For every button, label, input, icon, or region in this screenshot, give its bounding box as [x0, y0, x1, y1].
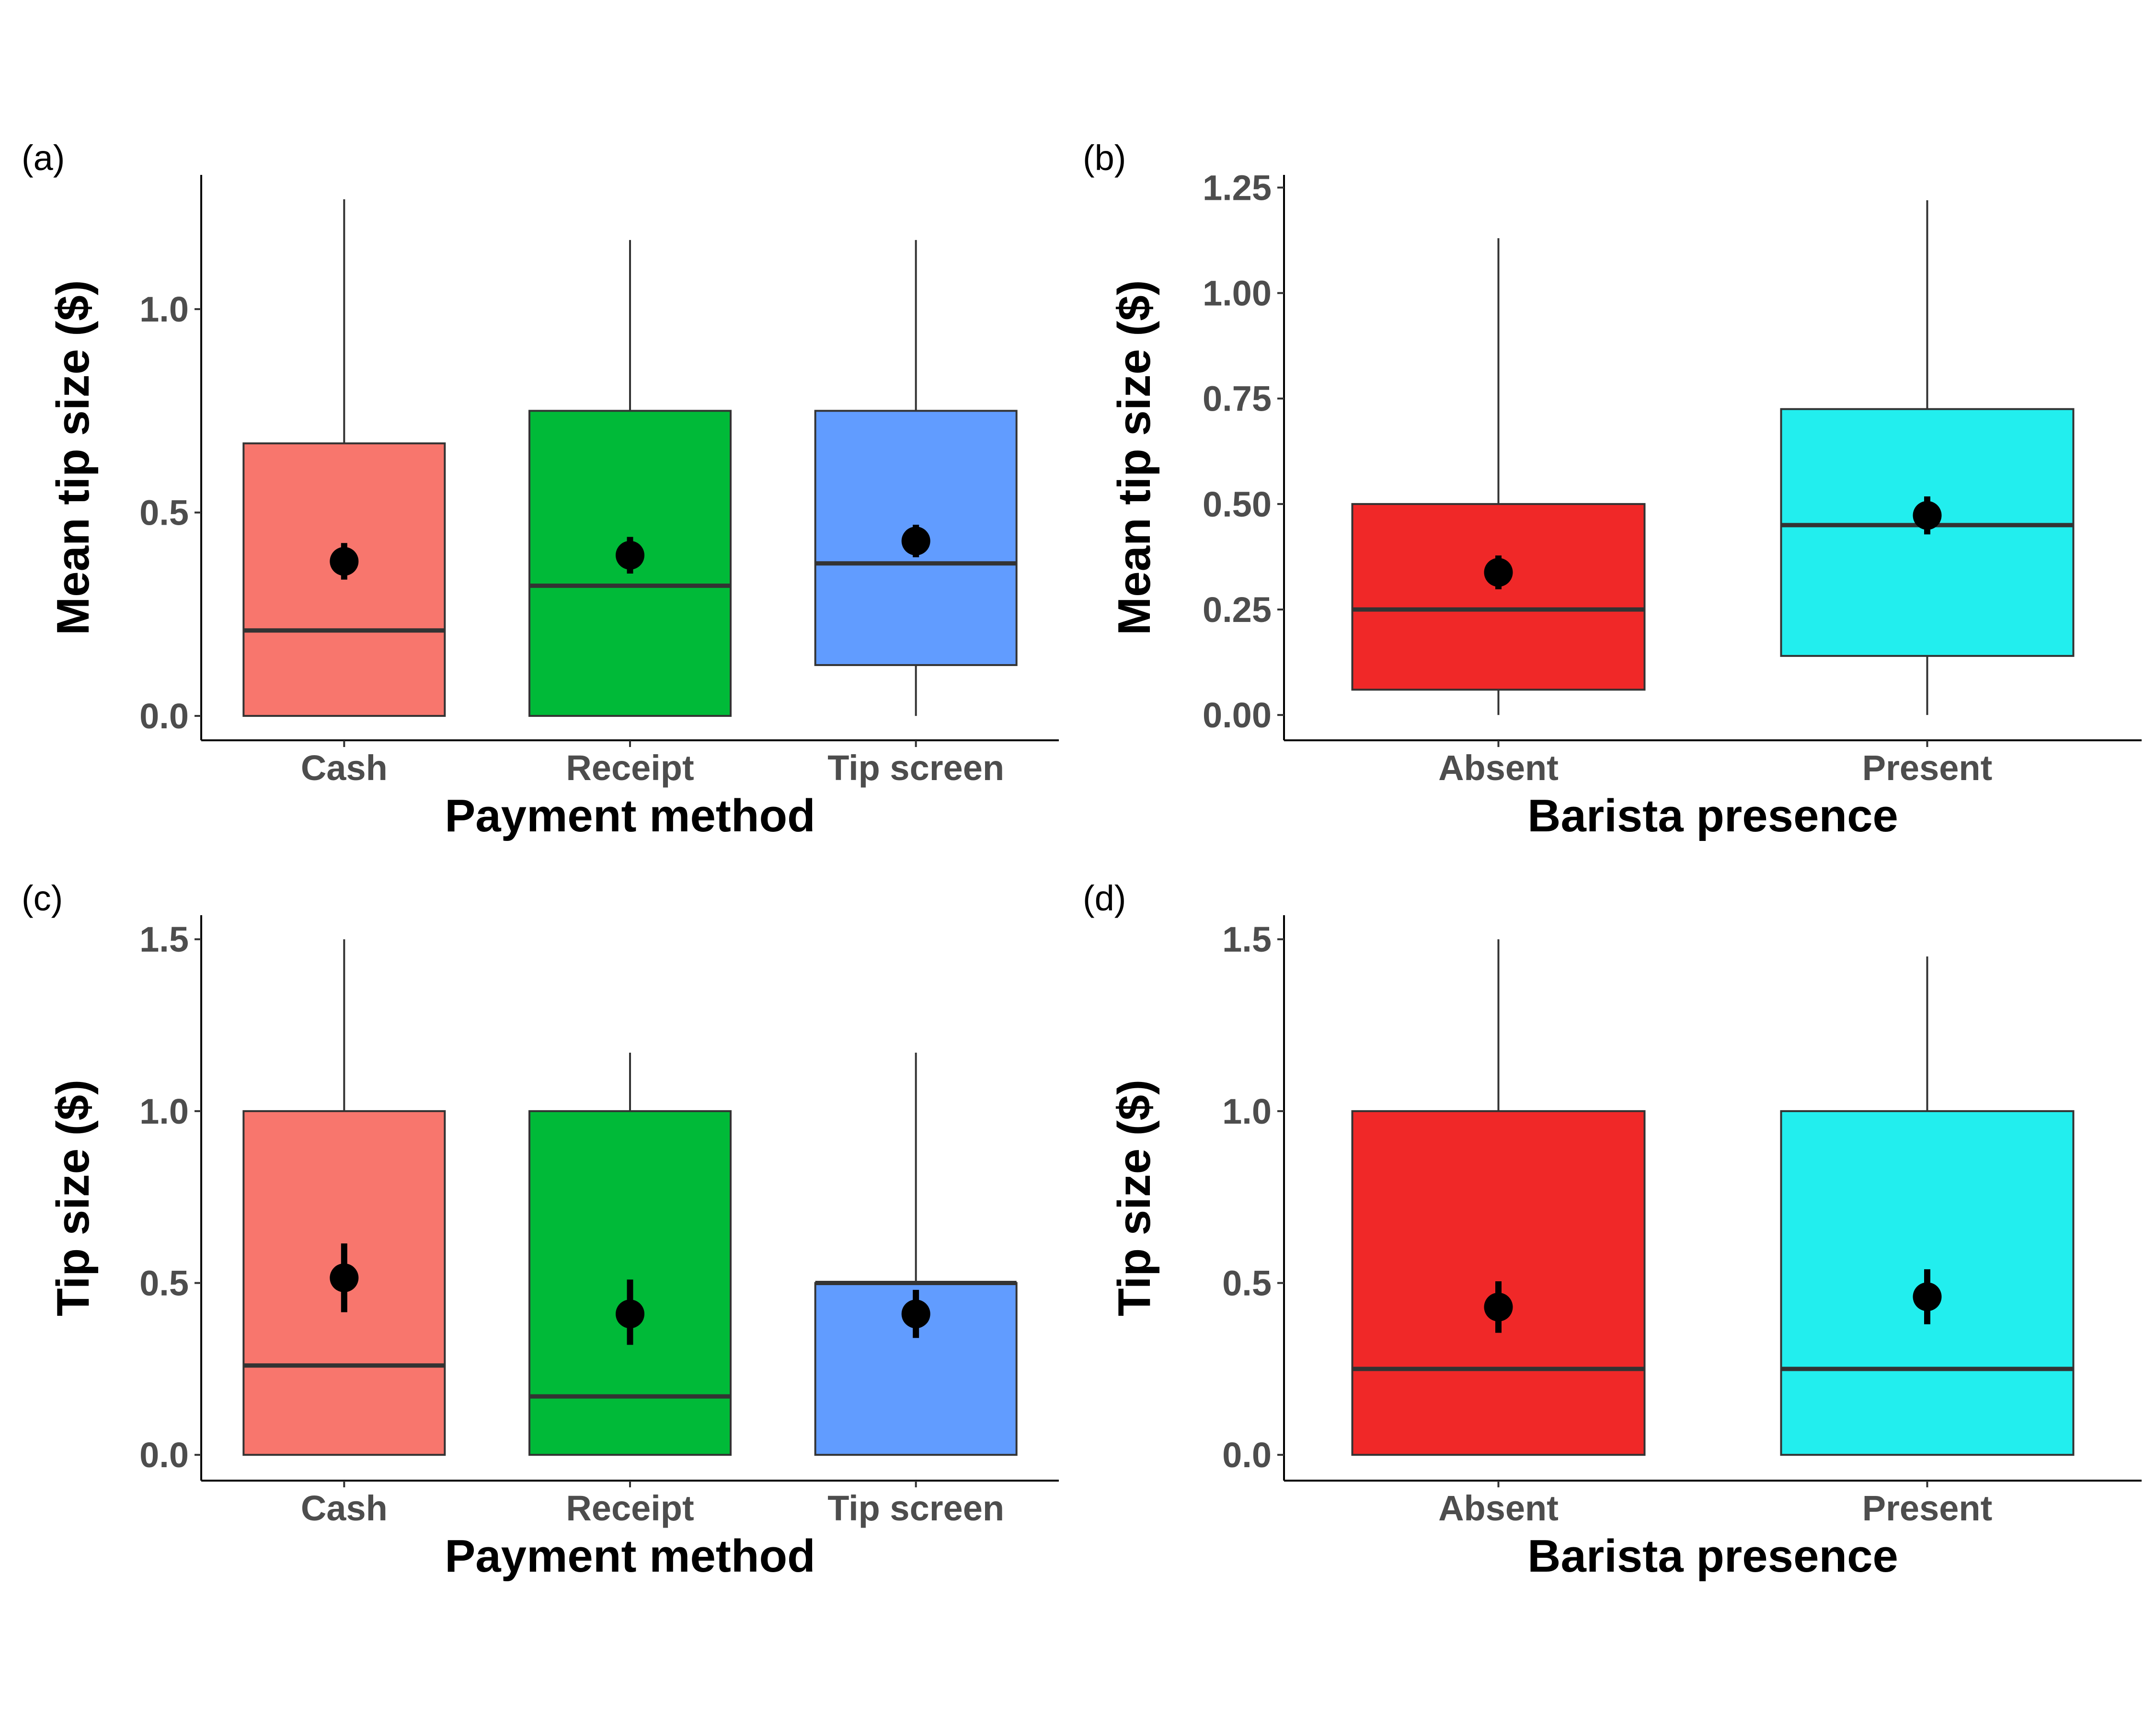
y-tick-label: 1.00	[1203, 274, 1272, 313]
y-tick-label: 0.0	[1222, 1435, 1272, 1475]
y-axis-title: Tip size ($)	[47, 1080, 99, 1316]
box-absent	[1351, 939, 1646, 1456]
x-axis-title: Barista presence	[1527, 790, 1898, 841]
x-tick-label: Absent	[1438, 748, 1559, 788]
y-tick-label: 1.0	[139, 1092, 189, 1131]
x-tick-label: Cash	[301, 1488, 388, 1528]
y-tick-label: 1.0	[139, 289, 189, 329]
y-tick-label: 0.0	[139, 1435, 189, 1475]
box-body	[1351, 503, 1646, 691]
x-tick-label: Tip screen	[827, 748, 1004, 788]
mean-point	[1913, 501, 1942, 530]
mean-point	[330, 547, 359, 576]
mean-point	[1484, 558, 1513, 587]
y-tick-label: 0.75	[1203, 379, 1272, 419]
x-tick-label: Receipt	[566, 1488, 694, 1528]
box-receipt	[528, 1052, 732, 1456]
panel-label: (d)	[1083, 878, 1126, 918]
box-tip-screen	[814, 240, 1018, 716]
y-tick-label: 0.5	[139, 1264, 189, 1303]
box-present	[1780, 200, 2075, 715]
y-tick-label: 0.5	[139, 493, 189, 533]
box-tip-screen	[814, 1052, 1018, 1456]
y-tick-label: 0.00	[1203, 695, 1272, 735]
mean-point	[616, 540, 644, 570]
mean-point	[901, 527, 930, 556]
box-cash	[242, 199, 446, 717]
box-absent	[1351, 238, 1646, 715]
x-tick-label: Present	[1862, 748, 1992, 788]
panel-b: (b) 0.00 0.25 0.50 0.75 1.00 1.25 Absent Present…	[1083, 138, 2142, 841]
panel-label: (c)	[22, 878, 63, 918]
x-axis-title: Payment method	[445, 790, 815, 841]
y-axis-title: Mean tip size ($)	[1109, 280, 1160, 635]
mean-point	[616, 1300, 644, 1329]
box-cash	[242, 939, 446, 1456]
y-axis-title: Mean tip size ($)	[47, 280, 99, 635]
box-receipt	[528, 240, 732, 717]
y-tick-label: 1.25	[1203, 168, 1272, 207]
x-tick-label: Present	[1862, 1488, 1992, 1528]
panels: (a) 0.0 0.5 1.0 Cash Receipt Tip screen Payment…	[22, 138, 2142, 1582]
y-tick-label: 1.5	[1222, 920, 1272, 959]
mean-point	[330, 1263, 359, 1292]
x-axis-title: Payment method	[445, 1530, 815, 1582]
panel-label: (a)	[22, 138, 65, 178]
mean-point	[1913, 1282, 1942, 1311]
y-tick-label: 0.0	[139, 696, 189, 736]
x-tick-label: Cash	[301, 748, 388, 788]
x-tick-label: Receipt	[566, 748, 694, 788]
box-present	[1780, 956, 2075, 1456]
panel-a: (a) 0.0 0.5 1.0 Cash Receipt Tip screen Payment…	[22, 138, 1059, 841]
panel-c: (c) 0.0 0.5 1.0 1.5 Cash Receipt Tip screen Paym…	[22, 878, 1059, 1582]
y-tick-label: 0.5	[1222, 1264, 1272, 1303]
y-tick-label: 0.50	[1203, 484, 1272, 524]
x-tick-label: Tip screen	[827, 1488, 1004, 1528]
y-axis-title: Tip size ($)	[1109, 1080, 1160, 1316]
x-tick-label: Absent	[1438, 1488, 1559, 1528]
panel-label: (b)	[1083, 138, 1126, 178]
y-tick-label: 1.0	[1222, 1092, 1272, 1131]
mean-point	[1484, 1292, 1513, 1322]
x-axis-title: Barista presence	[1527, 1530, 1898, 1582]
y-tick-label: 0.25	[1203, 590, 1272, 630]
mean-point	[901, 1300, 930, 1329]
y-tick-label: 1.5	[139, 920, 189, 959]
